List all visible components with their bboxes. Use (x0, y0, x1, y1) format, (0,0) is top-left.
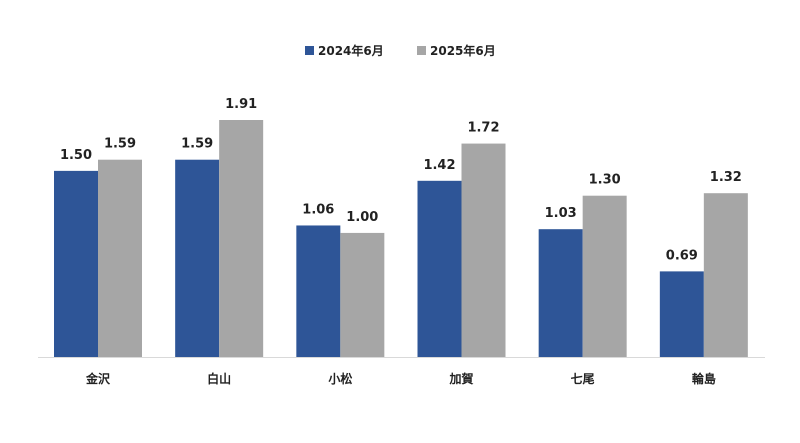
bar-series2-0 (98, 159, 142, 357)
category-label-1: 白山 (207, 371, 231, 386)
data-label-series2-5: 1.32 (710, 170, 742, 185)
data-label-series1-0: 1.50 (60, 148, 92, 163)
bar-series1-2 (296, 225, 341, 357)
data-label-series2-3: 1.72 (467, 121, 499, 136)
category-label-5: 輪島 (692, 371, 716, 386)
category-labels: 金沢 白山 小松 加賀 七尾 輪島 (85, 371, 716, 386)
bar-series2-1 (219, 120, 264, 357)
data-label-series2-2: 1.00 (346, 210, 378, 225)
value-labels: 1.50 1.59 1.59 1.91 1.06 1.00 1.42 1.72 1.03 1.30… (60, 97, 742, 263)
bar-series1-3 (417, 180, 462, 357)
legend-swatch-1 (305, 46, 314, 55)
category-label-2: 小松 (328, 371, 352, 386)
data-label-series1-5: 0.69 (666, 248, 698, 263)
legend-label-2: 2025年6月 (430, 43, 496, 58)
data-label-series2-0: 1.59 (104, 137, 136, 152)
data-label-series1-3: 1.42 (423, 158, 455, 173)
data-label-series2-4: 1.30 (589, 173, 621, 188)
category-label-0: 金沢 (85, 371, 111, 386)
category-label-4: 七尾 (571, 372, 595, 386)
bar-series1-1 (175, 159, 220, 357)
bar-series2-2 (340, 232, 385, 357)
bar-series2-5 (703, 193, 748, 357)
bar-series2-3 (461, 143, 506, 357)
data-label-series2-1: 1.91 (225, 97, 257, 112)
legend-swatch-2 (417, 46, 426, 55)
bar-series2-4 (582, 195, 627, 357)
legend-label-1: 2024年6月 (318, 43, 384, 58)
data-label-series1-2: 1.06 (302, 202, 334, 217)
bar-series1-5 (659, 271, 704, 357)
data-label-series1-4: 1.03 (545, 206, 577, 221)
data-label-series1-1: 1.59 (181, 137, 213, 152)
legend: 2024年6月 2025年6月 (305, 43, 496, 58)
bars (54, 120, 748, 357)
bar-series1-4 (538, 229, 583, 357)
category-label-3: 加賀 (448, 371, 473, 386)
bar-series1-0 (54, 170, 98, 357)
